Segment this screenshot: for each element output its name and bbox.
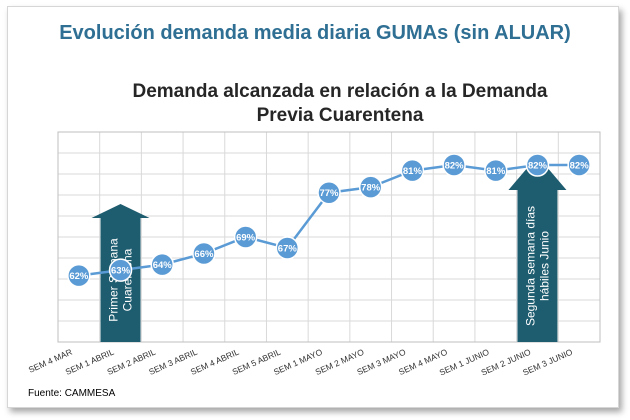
data-point-marker: [567, 153, 591, 177]
data-point-marker: [525, 153, 550, 177]
data-point-marker: [442, 153, 466, 177]
data-label: 82%: [570, 161, 590, 172]
source-note: Fuente: CAMMESA: [28, 388, 116, 399]
slide-title: Evolución demanda media diaria GUMAs (si…: [59, 22, 571, 44]
data-point-marker: [150, 252, 174, 277]
plot-border: [57, 131, 601, 343]
chart-title-line-1: Demanda alcanzada en relación a la Deman…: [132, 81, 548, 102]
data-label: 82%: [445, 161, 465, 172]
data-point-marker: [275, 236, 300, 260]
data-point-marker: [358, 175, 383, 199]
data-label: 66%: [194, 249, 214, 260]
data-label: 81%: [486, 166, 506, 177]
callout-label: Segunda semana días: [523, 206, 537, 326]
data-point-marker: [67, 263, 91, 288]
data-label: 63%: [111, 266, 131, 277]
data-label: 77%: [319, 188, 339, 199]
data-point-marker: [192, 241, 216, 266]
chart-title-line-2: Previa Cuarentena: [256, 105, 424, 126]
callout-text-group: Segunda semana días hábiles Junio: [523, 206, 551, 326]
data-label: 78%: [361, 183, 381, 194]
data-label: 82%: [528, 161, 548, 172]
data-point-marker: [108, 258, 133, 282]
data-label: 81%: [403, 166, 423, 177]
callout-label: hábiles Junio: [537, 231, 551, 301]
data-label: 62%: [69, 271, 89, 282]
data-point-marker: [400, 158, 425, 183]
data-point-marker: [484, 158, 508, 183]
data-label: 67%: [278, 244, 298, 255]
chart-title: Demanda alcanzada en relación a la Deman…: [60, 80, 620, 128]
data-point-marker: [317, 180, 341, 205]
callout-arrow-segunda-semana: [508, 156, 567, 342]
data-label: 64%: [153, 260, 173, 271]
data-label: 69%: [236, 232, 256, 243]
data-point-marker: [233, 225, 258, 249]
